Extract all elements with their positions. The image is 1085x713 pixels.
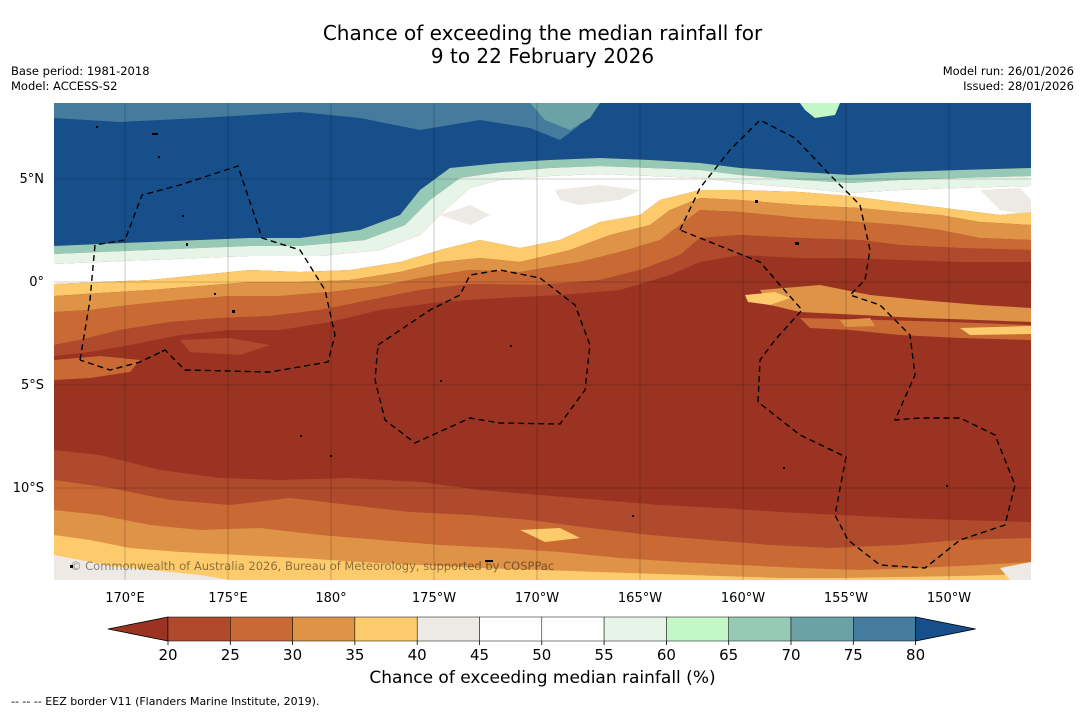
band-south-45 [54,555,230,580]
patch-south-45 [1000,562,1031,580]
eez-border-west [79,165,336,373]
lon-label-170w: 170°W [515,591,559,606]
title-line-2: 9 to 22 February 2026 [430,44,655,68]
base-period: Base period: 1981-2018 [11,64,150,78]
band-40 [54,190,1031,296]
copyright-notice: © Commonwealth of Australia 2026, Bureau… [70,559,554,573]
band-25 [54,235,1031,356]
lon-label-150w: 150°W [927,591,971,606]
colorbar-tick-label: 20 [158,646,177,664]
lon-label-155w: 155°W [824,591,868,606]
colorbar-label: Chance of exceeding median rainfall (%) [369,668,716,688]
band-70-top [530,103,600,130]
patch-west-25 [180,338,270,355]
band-60 [54,158,1031,254]
colorbar-tick-label: 50 [532,646,551,664]
patch-south-40 [520,528,580,542]
issued-date: Issued: 28/01/2026 [963,79,1074,93]
patch-east-35b [840,318,875,327]
model-run: Model run: 26/01/2026 [942,64,1074,78]
colorbar-extend-low [107,616,169,642]
model-name: Model: ACCESS-S2 [11,79,118,93]
band-30 [54,210,1031,345]
lon-label-160w: 160°W [721,591,765,606]
colorbar-segment [292,616,356,642]
islands [70,126,948,568]
patch-east-40b [960,326,1031,335]
eez-footnote: -- -- -- EEZ border V11 (Flanders Marine… [11,695,320,708]
colorbar-tick-label: 55 [595,646,614,664]
lat-label-5n: 5°N [20,172,45,187]
colorbar-segment [479,616,543,642]
colorbar-tick-label: 25 [221,646,240,664]
lon-labels: 170°E 175°E 180° 175°W 170°W 165°W 160°W… [105,591,971,606]
colorbar-segment [790,616,854,642]
colorbar-segment [603,616,667,642]
colorbar-segment [541,616,605,642]
colorbar-tick-label: 60 [657,646,676,664]
lat-label-10s: 10°S [13,481,44,496]
colorbar-segment [416,616,480,642]
chart-title: Chance of exceeding the median rainfall … [0,22,1085,68]
band-65-top [800,103,840,118]
colorbar-tick-label: 65 [719,646,738,664]
band-80 [54,103,1031,246]
band-south-40 [54,535,1031,580]
colorbar-tick-label: 30 [283,646,302,664]
lat-labels: 5°N 0° 5°S 10°S [13,172,44,496]
band-50 [54,174,1031,284]
lat-label-5s: 5°S [21,378,44,393]
colorbar-tick-label: 80 [906,646,925,664]
lon-label-175w: 175°W [412,591,456,606]
colorbar-tick-label: 70 [781,646,800,664]
meta-left: Base period: 1981-2018 Model: ACCESS-S2 [11,64,150,94]
lat-label-0: 0° [29,275,44,290]
colorbar-segment [167,616,231,642]
patch-east-40 [745,292,790,305]
colorbar-segment [666,616,729,642]
lon-label-165w: 165°W [618,591,662,606]
lon-label-170e: 170°E [105,591,145,606]
eez-border-center [374,269,591,444]
colorbar-segment [230,616,293,642]
colorbar-tick-label: 45 [470,646,489,664]
colorbar: 20 25 30 35 40 45 50 55 60 65 70 75 80 [107,616,976,664]
eez-border-east [679,119,1016,569]
lon-label-175e: 175°E [208,591,248,606]
colorbar-segment [354,616,418,642]
band-55 [54,166,1031,264]
map-field: © Commonwealth of Australia 2026, Bureau… [54,103,1031,580]
meta-right: Model run: 26/01/2026 Issued: 28/01/2026 [943,64,1074,94]
colorbar-extend-high [915,616,976,642]
title-line-1: Chance of exceeding the median rainfall … [322,21,763,45]
eez-borders [79,119,1016,569]
graticule [54,103,1031,580]
colorbar-tick-label: 40 [408,646,427,664]
lon-label-180: 180° [315,591,346,606]
colorbar-tick-label: 35 [345,646,364,664]
colorbar-segment [728,616,792,642]
band-45-patch-2 [440,205,490,225]
band-75-top [54,103,580,140]
patch-west-30 [54,356,140,380]
patch-east-35 [760,285,1031,322]
band-45-patch-1 [555,185,640,205]
band-35 [54,198,1031,312]
band-45-patch-3 [980,188,1031,215]
colorbar-tick-label: 75 [844,646,863,664]
colorbar-segment [853,616,916,642]
